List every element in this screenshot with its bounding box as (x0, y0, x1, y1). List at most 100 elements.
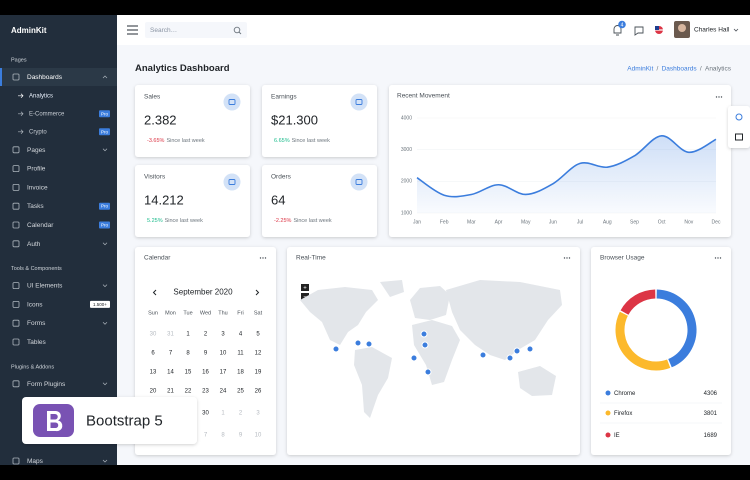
calendar-day[interactable]: 7 (204, 433, 208, 439)
zoom-out[interactable] (301, 293, 309, 300)
calendar-day[interactable]: 16 (202, 370, 209, 376)
calendar-day[interactable]: 11 (237, 351, 244, 357)
calendar-day[interactable]: 26 (255, 389, 262, 395)
stat-icon-glyph (355, 179, 363, 185)
breadcrumb-item[interactable]: AdminKit (627, 65, 653, 72)
card-menu[interactable] (563, 257, 571, 259)
calendar-day[interactable]: 21 (167, 389, 174, 395)
calendar-day[interactable]: 5 (256, 332, 260, 338)
calendar-day[interactable]: 3 (221, 332, 225, 338)
chat-icon[interactable] (634, 26, 644, 36)
nav-subitem[interactable]: E-Commerce (29, 112, 65, 118)
nav-badge-label: 1.500+ (93, 302, 107, 307)
search-placeholder: Search… (150, 27, 177, 34)
menu-dot (264, 257, 267, 259)
weekday: Sat (254, 310, 263, 316)
nav-item[interactable]: Dashboards (27, 74, 63, 81)
calendar-day[interactable]: 7 (169, 351, 173, 357)
nav-badge-label: Pro (101, 222, 109, 227)
nav-chevron (102, 321, 108, 325)
calendar-day[interactable]: 9 (239, 433, 243, 439)
weekday: Thu (218, 310, 227, 316)
card-menu[interactable] (714, 257, 722, 259)
x-tick-label: Aug (603, 219, 612, 225)
nav-chevron (102, 148, 108, 152)
calendar-day[interactable]: 1 (221, 411, 225, 417)
calendar-day[interactable]: 8 (221, 433, 225, 439)
search-box[interactable] (145, 22, 247, 38)
calendar-day[interactable]: 8 (186, 351, 190, 357)
nav-icon (12, 202, 20, 210)
calendar-day[interactable]: 15 (185, 370, 192, 376)
calendar-day[interactable]: 25 (237, 389, 244, 395)
calendar-day[interactable]: 22 (185, 389, 192, 395)
nav-item[interactable]: UI Elements (27, 283, 63, 290)
calendar-day[interactable]: 2 (239, 411, 243, 417)
stat-card (135, 85, 250, 157)
calendar-next[interactable] (255, 289, 260, 296)
weekday: Sun (148, 310, 158, 316)
calendar-day[interactable]: 19 (255, 370, 262, 376)
card-title: Calendar (144, 255, 171, 262)
nav-item[interactable]: Invoice (27, 184, 48, 191)
calendar-day[interactable]: 9 (204, 351, 208, 357)
calendar-day[interactable]: 31 (167, 332, 174, 338)
calendar-day[interactable]: 18 (237, 370, 244, 376)
calendar-day[interactable]: 23 (202, 389, 209, 395)
menu-dot (717, 257, 719, 259)
card-title: Recent Movement (397, 93, 450, 100)
stat-note: Since last week (292, 138, 330, 144)
calendar-day[interactable]: 12 (255, 351, 262, 357)
card-menu[interactable] (259, 257, 267, 259)
calendar-day[interactable]: 10 (255, 433, 262, 439)
nav-icon (12, 282, 20, 290)
nav-item[interactable]: Pages (27, 147, 46, 154)
nav-item[interactable]: Auth (27, 241, 41, 248)
nav-item[interactable]: Form Plugins (27, 381, 66, 388)
legend-dot (605, 390, 611, 396)
calendar-day[interactable]: 6 (151, 351, 155, 357)
brand[interactable]: AdminKit (11, 26, 47, 35)
stat-icon (350, 173, 368, 191)
calendar-day[interactable]: 4 (239, 332, 243, 338)
calendar-day[interactable]: 1 (186, 332, 190, 338)
nav-item[interactable]: Forms (27, 320, 46, 327)
stat-icon (223, 93, 241, 111)
calendar-prev[interactable] (152, 289, 157, 296)
calendar-day[interactable]: 14 (167, 370, 174, 376)
card-menu[interactable] (715, 96, 723, 98)
calendar-day[interactable]: 3 (256, 411, 260, 417)
nav-item[interactable]: Icons (27, 301, 43, 308)
nav-badge-label: Pro (101, 129, 109, 134)
top-bar (0, 0, 750, 15)
calendar-day[interactable]: 13 (150, 370, 157, 376)
calendar-day[interactable]: 30 (150, 332, 157, 338)
stat-title: Earnings (271, 94, 297, 101)
search-icon[interactable] (233, 26, 242, 35)
calendar-day[interactable]: 30 (202, 411, 209, 417)
nav-item[interactable]: Tables (27, 339, 47, 346)
calendar-day[interactable]: 24 (220, 389, 227, 395)
nav-subitem[interactable]: Crypto (29, 130, 47, 136)
nav-chevron (102, 242, 108, 246)
nav-chevron (102, 459, 108, 463)
nav-item[interactable]: Profile (27, 166, 46, 173)
bottom-bar (0, 465, 750, 480)
calendar-day[interactable]: 20 (150, 389, 157, 395)
calendar-day[interactable]: 10 (220, 351, 227, 357)
user-name[interactable]: Charles Hall (694, 27, 730, 34)
bell-icon[interactable] (613, 25, 622, 36)
hamburger[interactable] (127, 25, 138, 35)
zoom-in[interactable] (301, 284, 309, 291)
breadcrumb-item[interactable]: Dashboards (662, 65, 698, 72)
nav-item[interactable]: Calendar (27, 222, 54, 229)
calendar-day[interactable]: 2 (204, 332, 208, 338)
calendar-day[interactable]: 17 (220, 370, 227, 376)
weekday: Wed (200, 310, 211, 316)
calendar-month: September 2020 (173, 288, 233, 297)
nav-section-header: Tools & Components (11, 266, 62, 272)
nav-subitem[interactable]: Analytics (29, 94, 53, 100)
settings-tab[interactable] (728, 106, 750, 148)
nav-item[interactable]: Tasks (27, 203, 44, 210)
nav-item[interactable]: Maps (27, 458, 44, 465)
